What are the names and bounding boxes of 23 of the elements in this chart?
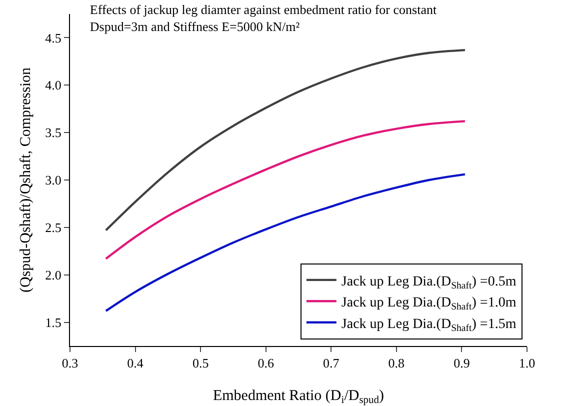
y-tick-label: 2.0 bbox=[45, 267, 62, 282]
legend-label: Jack up Leg Dia.(D$_{Shaft}$) =0.5m bbox=[341, 274, 516, 292]
x-axis-title: Embedment Ratio (D$_{i}$/D$_{spud}$) bbox=[212, 388, 384, 406]
x-tick-label: 0.3 bbox=[62, 356, 78, 371]
legend-label: Jack up Leg Dia.(D$_{Shaft}$) =1.0m bbox=[341, 296, 516, 313]
x-tick-label: 0.6 bbox=[258, 356, 274, 371]
y-tick-label: 4.5 bbox=[45, 30, 62, 46]
legend-label: Jack up Leg Dia.(D$_{Shaft}$) =1.5m bbox=[341, 316, 516, 334]
x-tick-label: 0.7 bbox=[323, 356, 340, 371]
y-tick-label: 3.5 bbox=[45, 125, 62, 140]
line-series bbox=[104, 120, 466, 260]
x-tick-label: 0.8 bbox=[388, 356, 405, 371]
x-tick-label: 0.5 bbox=[192, 356, 209, 371]
y-tick-label: 3.0 bbox=[45, 172, 62, 188]
x-tick-label: 0.9 bbox=[454, 356, 470, 371]
chart-title: Effects of jackup leg diamter against embedment ratio for constant Dspud=3m and Stiffness E=5000 kN/m² bbox=[90, 2, 437, 34]
y-axis-title: (Qspud-Qshaft)/Qshaft, Compression bbox=[18, 67, 34, 292]
y-tick-label: 1.5 bbox=[45, 314, 62, 330]
x-tick-label: 1.0 bbox=[518, 356, 536, 371]
y-tick-label: 4.0 bbox=[45, 78, 62, 93]
x-tick-label: 0.4 bbox=[127, 356, 144, 371]
y-tick-label: 2.5 bbox=[45, 220, 62, 235]
line-series bbox=[104, 48, 466, 232]
